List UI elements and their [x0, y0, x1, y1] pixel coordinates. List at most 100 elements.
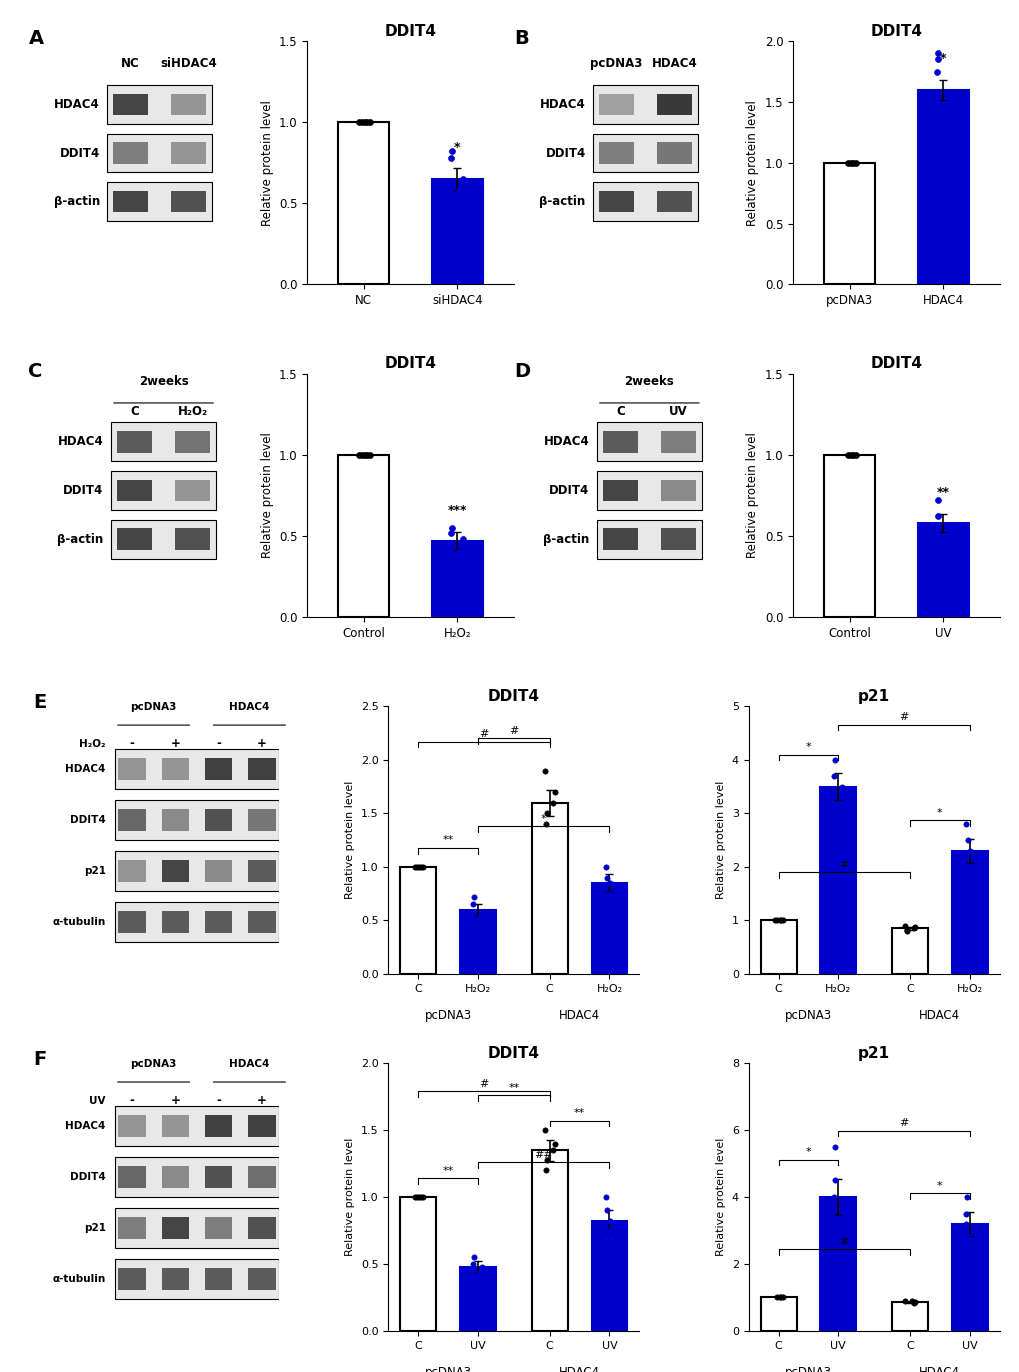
- Text: HDAC4: HDAC4: [58, 435, 103, 449]
- Text: **: **: [935, 487, 949, 499]
- Point: [474, 1255, 490, 1277]
- Text: DDIT4: DDIT4: [63, 484, 103, 497]
- Point: [929, 490, 946, 512]
- Bar: [107, 182, 212, 221]
- Text: HDAC4: HDAC4: [651, 58, 697, 70]
- Bar: [892, 929, 927, 974]
- Point: [832, 814, 848, 836]
- Bar: [917, 523, 968, 617]
- Bar: [598, 143, 634, 163]
- Bar: [118, 911, 146, 933]
- Bar: [819, 786, 855, 974]
- Text: **: **: [442, 1166, 453, 1176]
- Point: [354, 445, 370, 466]
- Y-axis label: Relative protein level: Relative protein level: [260, 100, 273, 226]
- Point: [772, 1287, 789, 1309]
- Point: [770, 1287, 787, 1309]
- Bar: [205, 809, 232, 831]
- Point: [774, 1287, 791, 1309]
- Point: [957, 1203, 973, 1225]
- Point: [961, 840, 977, 862]
- Text: #: #: [899, 712, 908, 723]
- Point: [413, 1185, 429, 1207]
- Bar: [656, 93, 692, 115]
- Text: +: +: [257, 1095, 267, 1107]
- Point: [929, 43, 946, 64]
- Bar: [118, 1217, 146, 1239]
- Bar: [115, 1157, 279, 1196]
- Point: [409, 856, 425, 878]
- Bar: [175, 431, 210, 453]
- Bar: [602, 528, 637, 550]
- Point: [825, 749, 842, 771]
- Text: DDIT4: DDIT4: [70, 815, 106, 825]
- Y-axis label: Relative protein level: Relative protein level: [345, 1137, 355, 1257]
- Text: UV: UV: [89, 1096, 106, 1106]
- Bar: [531, 1150, 568, 1331]
- Point: [362, 445, 378, 466]
- Text: A: A: [29, 29, 44, 48]
- Bar: [107, 85, 212, 123]
- Point: [411, 856, 427, 878]
- Bar: [598, 93, 634, 115]
- Text: -: -: [216, 1095, 221, 1107]
- Point: [407, 1185, 423, 1207]
- Bar: [113, 191, 148, 213]
- Bar: [117, 528, 152, 550]
- Text: ##: ##: [534, 1150, 552, 1159]
- Text: pcDNA3: pcDNA3: [424, 1008, 472, 1022]
- Bar: [400, 867, 436, 974]
- Text: pcDNA3: pcDNA3: [130, 701, 176, 712]
- Bar: [175, 528, 210, 550]
- Bar: [656, 191, 692, 213]
- Text: #: #: [479, 1078, 488, 1089]
- Point: [940, 115, 956, 137]
- Point: [896, 1291, 912, 1313]
- Bar: [917, 89, 968, 284]
- Point: [546, 1132, 562, 1154]
- Text: **: **: [507, 1083, 519, 1092]
- Bar: [107, 133, 212, 173]
- Point: [935, 121, 952, 143]
- Bar: [823, 163, 874, 284]
- Bar: [248, 1217, 275, 1239]
- Point: [465, 893, 481, 915]
- Text: DDIT4: DDIT4: [545, 147, 585, 159]
- Bar: [111, 520, 216, 558]
- Bar: [161, 759, 189, 781]
- Bar: [205, 860, 232, 882]
- Text: siHDAC4: siHDAC4: [160, 58, 217, 70]
- Point: [766, 910, 783, 932]
- Text: β-actin: β-actin: [53, 195, 100, 209]
- Bar: [460, 910, 495, 974]
- Text: +: +: [170, 737, 180, 750]
- Text: H₂O₂: H₂O₂: [79, 740, 106, 749]
- Text: DDIT4: DDIT4: [59, 147, 100, 159]
- Point: [471, 907, 487, 929]
- Point: [960, 856, 976, 878]
- Bar: [660, 480, 695, 501]
- Text: -: -: [129, 737, 135, 750]
- Title: DDIT4: DDIT4: [869, 23, 921, 38]
- Bar: [337, 456, 389, 617]
- Text: α-tubulin: α-tubulin: [52, 1273, 106, 1284]
- Bar: [660, 431, 695, 453]
- Text: -: -: [216, 737, 221, 750]
- Bar: [117, 480, 152, 501]
- Text: DDIT4: DDIT4: [70, 1172, 106, 1183]
- Text: HDAC4: HDAC4: [65, 1121, 106, 1131]
- Bar: [951, 851, 986, 974]
- Point: [929, 505, 946, 527]
- Point: [466, 1246, 482, 1268]
- Bar: [115, 1207, 279, 1249]
- Text: DDIT4: DDIT4: [548, 484, 589, 497]
- Bar: [460, 1266, 495, 1331]
- Bar: [205, 911, 232, 933]
- Bar: [592, 133, 697, 173]
- Bar: [431, 541, 483, 617]
- Text: HDAC4: HDAC4: [918, 1365, 960, 1372]
- Point: [600, 1220, 616, 1242]
- Point: [454, 528, 471, 550]
- Point: [957, 1213, 973, 1235]
- Text: *: *: [940, 52, 946, 66]
